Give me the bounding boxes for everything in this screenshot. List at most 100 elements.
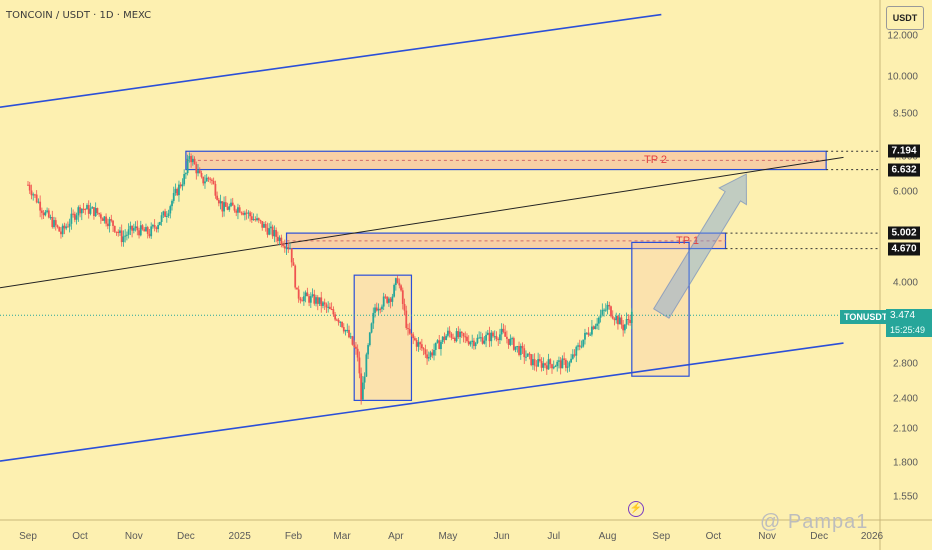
candle: [273, 230, 276, 237]
candle: [573, 354, 576, 356]
candle: [613, 318, 616, 321]
y-tick-label: 12.000: [887, 30, 918, 42]
y-tick-label: 4.000: [892, 277, 918, 289]
candle: [174, 188, 177, 193]
candle: [601, 309, 604, 315]
candle: [323, 302, 326, 305]
candle: [134, 226, 137, 229]
candle: [630, 311, 633, 324]
candle: [46, 210, 48, 212]
candle: [169, 206, 172, 214]
candle: [512, 338, 515, 350]
candle: [570, 358, 572, 363]
candle: [606, 304, 609, 310]
candle: [53, 220, 55, 227]
candle: [190, 156, 193, 163]
candle: [207, 177, 210, 179]
x-tick-label: Mar: [333, 531, 351, 542]
candle: [37, 201, 40, 203]
candle: [457, 331, 460, 338]
candle: [101, 218, 104, 221]
candle: [417, 342, 420, 347]
candle: [275, 230, 278, 237]
candle: [67, 226, 69, 228]
candle: [186, 158, 189, 174]
candle: [224, 202, 227, 207]
candle: [525, 356, 527, 358]
candle: [587, 332, 590, 336]
candle: [615, 316, 618, 321]
candle: [304, 292, 307, 297]
candle: [334, 314, 337, 320]
candle: [306, 292, 309, 297]
candle: [415, 340, 418, 347]
candle: [316, 297, 319, 304]
candle: [238, 207, 241, 213]
candle: [610, 306, 612, 317]
candle: [60, 231, 62, 235]
candle: [577, 345, 579, 347]
candle: [226, 206, 229, 210]
candle: [584, 332, 586, 340]
currency-badge[interactable]: USDT: [886, 6, 924, 30]
candle: [297, 289, 300, 299]
candle: [466, 336, 468, 342]
level-tag: 4.670: [888, 242, 920, 256]
candle: [245, 212, 248, 214]
candle: [356, 348, 359, 358]
candle: [523, 348, 526, 358]
candle: [476, 337, 479, 343]
candle: [145, 227, 147, 232]
candle: [294, 265, 297, 288]
candle: [124, 235, 127, 237]
candle: [217, 199, 220, 204]
candle: [160, 215, 163, 222]
x-tick-label: Nov: [758, 531, 777, 542]
candle: [382, 296, 385, 307]
candle: [398, 282, 401, 286]
candle: [549, 359, 552, 365]
lightning-icon[interactable]: ⚡: [628, 501, 644, 517]
candle: [370, 323, 373, 333]
y-tick-label: 2.100: [892, 423, 918, 435]
candle: [351, 336, 354, 345]
candle: [143, 229, 146, 232]
candle: [153, 225, 156, 228]
candle: [80, 208, 83, 214]
candle: [165, 215, 168, 217]
candle: [129, 225, 132, 230]
candle: [459, 331, 461, 338]
candle: [329, 306, 331, 309]
candle: [278, 237, 281, 242]
candle: [271, 226, 274, 237]
candle: [112, 220, 114, 226]
candle: [592, 326, 595, 329]
candle: [377, 308, 380, 311]
candle: [500, 328, 503, 335]
candle: [327, 306, 330, 308]
candle: [131, 225, 134, 231]
candle: [509, 338, 512, 345]
projection-arrow: [652, 173, 747, 319]
x-tick-label: Jul: [547, 531, 561, 542]
candle: [436, 340, 439, 343]
lower-channel-line: [0, 342, 844, 462]
candle: [56, 225, 59, 228]
candle: [365, 354, 368, 377]
candle: [110, 219, 113, 221]
candle: [193, 158, 196, 165]
candle: [594, 325, 597, 329]
candle: [551, 364, 553, 369]
candle: [361, 382, 364, 400]
candle: [209, 178, 212, 180]
candle: [552, 366, 555, 369]
candle: [620, 317, 623, 325]
candle: [363, 376, 366, 383]
x-tick-label: 2025: [228, 531, 251, 542]
candle: [179, 184, 182, 187]
candle: [443, 336, 446, 340]
candle: [571, 354, 574, 359]
candle: [374, 307, 376, 313]
